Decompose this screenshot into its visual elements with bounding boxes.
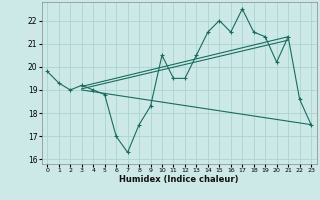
X-axis label: Humidex (Indice chaleur): Humidex (Indice chaleur) <box>119 175 239 184</box>
